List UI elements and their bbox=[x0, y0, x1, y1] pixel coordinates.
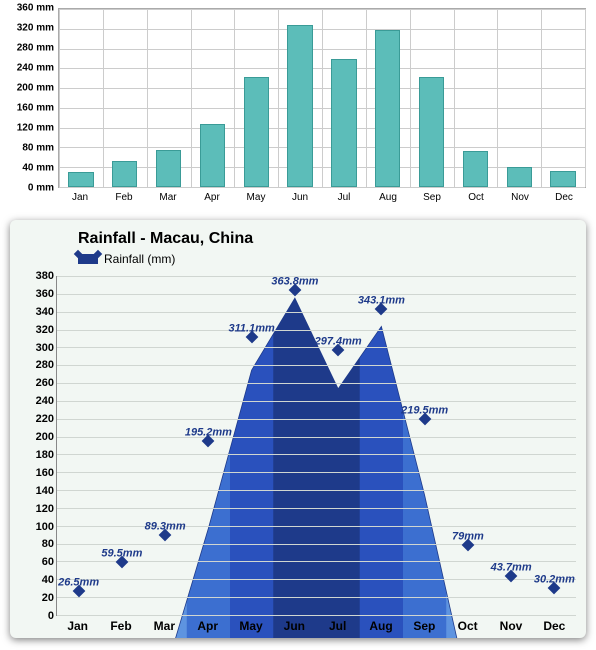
bar-ytick: 0 mm bbox=[28, 183, 54, 194]
bar bbox=[331, 59, 356, 187]
area-ytick: 40 bbox=[42, 574, 54, 586]
area-value-label: 89.3mm bbox=[145, 521, 186, 533]
area-value-label: 79mm bbox=[452, 530, 484, 542]
area-ytick: 160 bbox=[36, 467, 54, 479]
bar-ytick: 160 mm bbox=[17, 103, 54, 114]
area-ytick: 100 bbox=[36, 521, 54, 533]
bar-ytick: 40 mm bbox=[22, 162, 54, 173]
bar-ytick: 320 mm bbox=[17, 22, 54, 33]
bar-ytick: 360 mm bbox=[17, 3, 54, 14]
area-value-label: 30.2mm bbox=[534, 574, 575, 586]
area-xtick: Mar bbox=[154, 619, 175, 633]
area-value-label: 43.7mm bbox=[491, 562, 532, 574]
bar-xtick: Dec bbox=[555, 192, 573, 203]
area-chart: 0 20 40 60 80 100 120 140 160 180 200 220 240 260 280 3… bbox=[20, 276, 576, 638]
bar-chart-plot bbox=[58, 8, 586, 188]
bar bbox=[419, 77, 444, 187]
bar-xtick: Jul bbox=[338, 192, 351, 203]
bar-xtick: Feb bbox=[115, 192, 132, 203]
area-ytick: 300 bbox=[36, 342, 54, 354]
area-value-label: 219.5mm bbox=[401, 405, 448, 417]
bar-xtick: Apr bbox=[204, 192, 220, 203]
area-value-label: 311.1mm bbox=[228, 323, 274, 335]
bar-xtick: Jun bbox=[292, 192, 308, 203]
bar-xtick: Sep bbox=[423, 192, 441, 203]
area-value-label: 363.8mm bbox=[271, 276, 318, 288]
area-ytick: 20 bbox=[42, 592, 54, 604]
bar-ytick: 120 mm bbox=[17, 123, 54, 134]
bar-ytick: 200 mm bbox=[17, 82, 54, 93]
area-ytick: 360 bbox=[36, 288, 54, 300]
area-ytick: 200 bbox=[36, 431, 54, 443]
area-value-label: 59.5mm bbox=[101, 548, 142, 560]
area-ytick: 380 bbox=[36, 270, 54, 282]
area-xtick: Jul bbox=[329, 619, 346, 633]
bar bbox=[287, 25, 312, 187]
bar bbox=[200, 124, 225, 187]
legend-label: Rainfall (mm) bbox=[104, 252, 175, 266]
area-xtick: Oct bbox=[458, 619, 478, 633]
area-xtick: Feb bbox=[110, 619, 131, 633]
rainfall-area-panel: Rainfall - Macau, China Rainfall (mm) 02… bbox=[10, 220, 586, 638]
area-chart-header: Rainfall - Macau, China Rainfall (mm) bbox=[10, 220, 586, 270]
area-ytick: 220 bbox=[36, 413, 54, 425]
legend-swatch-icon bbox=[78, 254, 98, 264]
area-value-label: 195.2mm bbox=[185, 426, 232, 438]
bar bbox=[507, 167, 532, 187]
bar bbox=[112, 161, 137, 187]
bar-chart-xaxis: Jan Feb Mar Apr May Jun Jul Aug Sep Oct Nov Dec bbox=[58, 188, 586, 208]
area-xtick: Jan bbox=[67, 619, 88, 633]
area-ytick: 260 bbox=[36, 377, 54, 389]
bar-xtick: May bbox=[247, 192, 266, 203]
area-xtick: Nov bbox=[500, 619, 523, 633]
area-value-label: 343.1mm bbox=[358, 295, 405, 307]
area-value-label: 26.5mm bbox=[58, 577, 99, 589]
bar-xtick: Jan bbox=[72, 192, 88, 203]
area-ytick: 120 bbox=[36, 503, 54, 515]
bar-xtick: Mar bbox=[159, 192, 176, 203]
area-ytick: 60 bbox=[42, 556, 54, 568]
bar-xtick: Aug bbox=[379, 192, 397, 203]
bar-ytick: 80 mm bbox=[22, 143, 54, 154]
bar bbox=[375, 30, 400, 187]
bar-chart-yaxis: 0 mm40 mm80 mm120 mm160 mm200 mm240 mm28… bbox=[10, 8, 58, 188]
area-chart-title: Rainfall - Macau, China bbox=[78, 230, 586, 248]
area-ytick: 320 bbox=[36, 324, 54, 336]
bar-ytick: 240 mm bbox=[17, 63, 54, 74]
bar bbox=[156, 150, 181, 187]
area-xtick: Jun bbox=[284, 619, 305, 633]
area-ytick: 340 bbox=[36, 306, 54, 318]
area-xtick: May bbox=[239, 619, 262, 633]
area-value-label: 297.4mm bbox=[315, 335, 362, 347]
area-xtick: Aug bbox=[369, 619, 392, 633]
bar bbox=[463, 151, 488, 187]
area-xtick: Dec bbox=[543, 619, 565, 633]
area-ytick: 180 bbox=[36, 449, 54, 461]
area-chart-plot: 26.5mm 59.5mm 89.3mm 195.2mm 311.1mm 363.8mm 2… bbox=[56, 276, 576, 616]
rainfall-bar-chart: 0 mm 40 mm 80 mm 120 mm 160 mm 200 mm 240 mm 28… bbox=[10, 8, 586, 208]
area-chart-legend: Rainfall (mm) bbox=[78, 252, 586, 266]
area-ytick: 280 bbox=[36, 359, 54, 371]
bar-xtick: Nov bbox=[511, 192, 529, 203]
area-xtick: Apr bbox=[197, 619, 218, 633]
area-xtick: Sep bbox=[413, 619, 435, 633]
area-chart-yaxis: 0204060801001201401601802002202402602803… bbox=[20, 276, 56, 616]
area-ytick: 240 bbox=[36, 395, 54, 407]
bar bbox=[68, 172, 93, 187]
bar-xtick: Oct bbox=[468, 192, 484, 203]
bar-ytick: 280 mm bbox=[17, 42, 54, 53]
area-ytick: 80 bbox=[42, 538, 54, 550]
bar bbox=[550, 171, 575, 187]
area-ytick: 140 bbox=[36, 485, 54, 497]
area-ytick: 0 bbox=[48, 610, 54, 622]
area-chart-xaxis: Jan Feb Mar Apr May Jun Jul Aug Sep Oct Nov Dec bbox=[56, 616, 576, 638]
bar bbox=[244, 77, 269, 187]
